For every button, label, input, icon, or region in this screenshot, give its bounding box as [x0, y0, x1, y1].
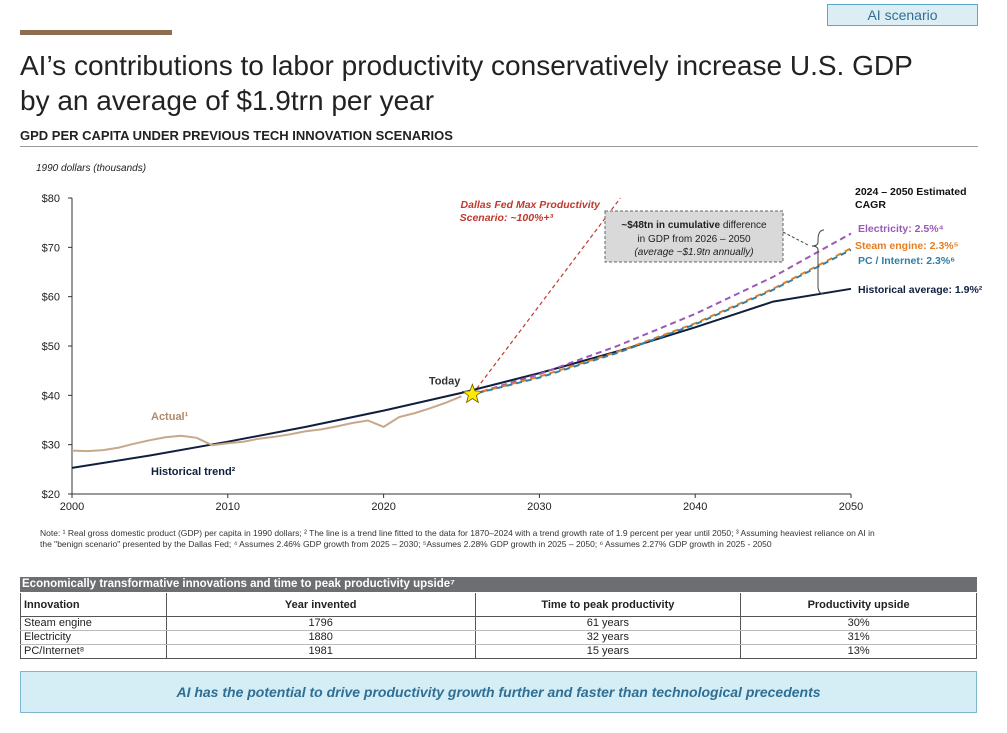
steam-engine-line [472, 247, 852, 396]
table-title: Economically transformative innovations … [20, 577, 977, 592]
cell-year: 1880 [165, 630, 476, 645]
callout-banner: AI has the potential to drive productivi… [20, 671, 977, 713]
cell-time: 61 years [474, 616, 742, 631]
legend-steam-engine: Steam engine: 2.3%⁵ [855, 240, 959, 252]
difference-line-3: (average ~$1.9tn annually) [634, 247, 753, 258]
x-tick-label: 2000 [60, 501, 84, 513]
title-line-2: by an average of $1.9trn per year [20, 85, 435, 116]
header-productivity-upside: Productivity upside [740, 593, 977, 617]
electricity-line [472, 232, 852, 396]
cell-upside: 30% [740, 616, 977, 631]
cell-innovation: Steam engine [20, 616, 167, 631]
table-row: Electricity 1880 32 years 31% [20, 630, 977, 645]
actual-line [71, 395, 462, 453]
x-tick-label: 2010 [216, 501, 240, 513]
cell-year: 1796 [165, 616, 476, 631]
header-time-to-peak: Time to peak productivity [474, 593, 742, 617]
header-innovation: Innovation [20, 593, 167, 617]
actual-label: Actual¹ [151, 411, 189, 423]
table-row: Steam engine 1796 61 years 30% [20, 616, 977, 631]
y-tick-label: $50 [42, 341, 60, 353]
y-tick-label: $70 [42, 242, 60, 254]
cell-year: 1981 [165, 644, 476, 659]
dallas-fed-label-2: Scenario: ~100%+³ [460, 212, 554, 224]
cell-innovation: Electricity [20, 630, 167, 645]
legend-title-1: 2024 – 2050 Estimated [855, 186, 967, 198]
y-tick-label: $60 [42, 292, 60, 304]
difference-rest: difference [720, 220, 767, 231]
unit-label: 1990 dollars (thousands) [36, 163, 146, 174]
header-year-invented: Year invented [165, 593, 476, 617]
difference-bold: ~$48tn in cumulative [621, 220, 720, 231]
cell-time: 15 years [474, 644, 742, 659]
legend-historical-average: Historical average: 1.9%² [858, 284, 983, 296]
x-tick-label: 2040 [683, 501, 707, 513]
difference-box [604, 210, 784, 263]
difference-line-2: in GDP from 2026 – 2050 [637, 234, 751, 245]
historical-trend-label: Historical trend² [151, 466, 236, 478]
y-tick-label: $30 [42, 440, 60, 452]
today-star-icon [461, 383, 483, 404]
accent-bar [20, 30, 172, 35]
cell-innovation: PC/Internet⁸ [20, 644, 167, 659]
table-header-row: Innovation Year invented Time to peak pr… [20, 593, 977, 617]
today-label: Today [429, 375, 461, 387]
page-title: AI’s contributions to labor productivity… [20, 48, 980, 118]
innovation-table: Innovation Year invented Time to peak pr… [20, 593, 977, 659]
title-line-1: AI’s contributions to labor productivity… [20, 50, 913, 81]
table-row: PC/Internet⁸ 1981 15 years 13% [20, 644, 977, 659]
legend-electricity: Electricity: 2.5%⁴ [858, 223, 944, 235]
x-tick-label: 2050 [839, 501, 863, 513]
x-tick-label: 2020 [371, 501, 395, 513]
gdp-chart: 1990 dollars (thousands) $20 $30 $40 $50 $60 $… [36, 163, 983, 513]
footnote: Note: ¹ Real gross domestic product (GDP… [40, 528, 875, 549]
historical-trend-line [71, 287, 852, 469]
scenario-badge: AI scenario [827, 4, 978, 26]
y-tick-label: $40 [42, 390, 60, 402]
pc-internet-line [472, 248, 852, 396]
difference-line-1: ~$48tn in cumulative difference [621, 220, 767, 231]
x-tick-label: 2030 [527, 501, 551, 513]
cell-upside: 13% [740, 644, 977, 659]
difference-connector [782, 231, 809, 246]
brace-icon [811, 229, 825, 295]
legend-pc-internet: PC / Internet: 2.3%⁶ [858, 255, 955, 267]
cell-time: 32 years [474, 630, 742, 645]
subtitle-rule [20, 146, 978, 147]
cell-upside: 31% [740, 630, 977, 645]
dallas-fed-label-1: Dallas Fed Max Productivity [461, 199, 602, 211]
chart-subtitle: GPD PER CAPITA UNDER PREVIOUS TECH INNOV… [20, 128, 453, 143]
y-tick-label: $20 [42, 489, 60, 501]
legend-title-2: CAGR [855, 199, 886, 211]
dallas-fed-line [471, 197, 621, 395]
y-tick-label: $80 [42, 193, 60, 205]
